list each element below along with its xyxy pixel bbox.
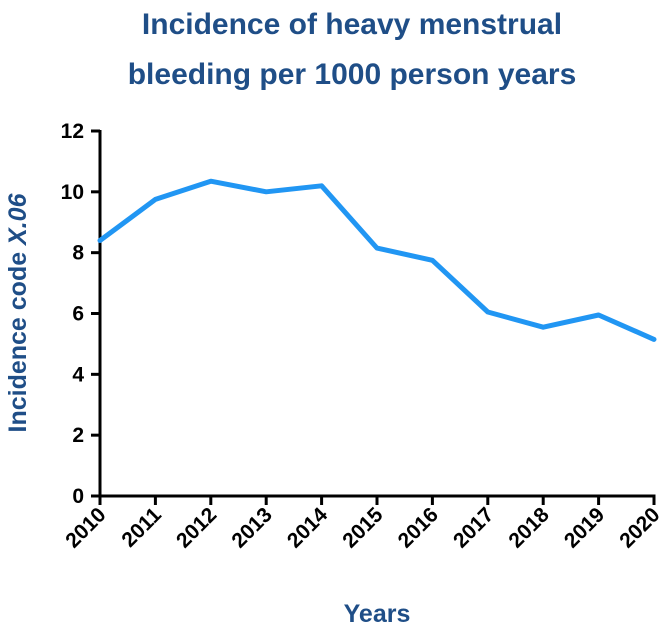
y-tick-label: 6	[72, 303, 84, 326]
x-tick-label: 2020	[615, 503, 664, 552]
y-axis-title: Incidence code X.06	[4, 192, 32, 432]
x-tick-label: 2012	[172, 503, 221, 552]
x-axis-ticks: 2010 2011 2012 2013 2014 2015 2016 2017 2018 2019…	[61, 496, 664, 553]
y-tick-label: 0	[72, 485, 84, 508]
x-tick-label: 2016	[394, 503, 443, 552]
y-axis-title-prefix: Incidence code	[4, 245, 32, 433]
x-tick-label: 2013	[227, 503, 276, 552]
x-tick-label: 2015	[338, 503, 388, 553]
x-tick-label: 2018	[504, 503, 554, 553]
chart-title-line-2: bleeding per 1000 person years	[127, 58, 577, 91]
y-tick-label: 4	[72, 363, 84, 386]
chart-title-line-1: Incidence of heavy menstrual	[141, 8, 563, 41]
x-tick-label: 2017	[449, 503, 498, 552]
series-line-incidence	[97, 178, 657, 342]
y-tick-label: 2	[72, 424, 84, 447]
y-tick-label: 8	[72, 242, 84, 265]
y-axis-ticks: 0 2 4 6 8 10 12	[61, 120, 100, 508]
y-axis-title-code: X.06	[4, 192, 32, 247]
x-tick-label: 2014	[283, 503, 333, 553]
y-tick-label: 10	[61, 181, 84, 204]
x-tick-label: 2019	[560, 503, 609, 552]
x-axis-title: Years	[344, 600, 411, 628]
chart-title: Incidence of heavy menstrual bleeding pe…	[40, 0, 664, 100]
y-tick-label: 12	[61, 120, 84, 143]
x-tick-label: 2011	[117, 503, 166, 552]
x-tick-label: 2010	[61, 503, 110, 552]
